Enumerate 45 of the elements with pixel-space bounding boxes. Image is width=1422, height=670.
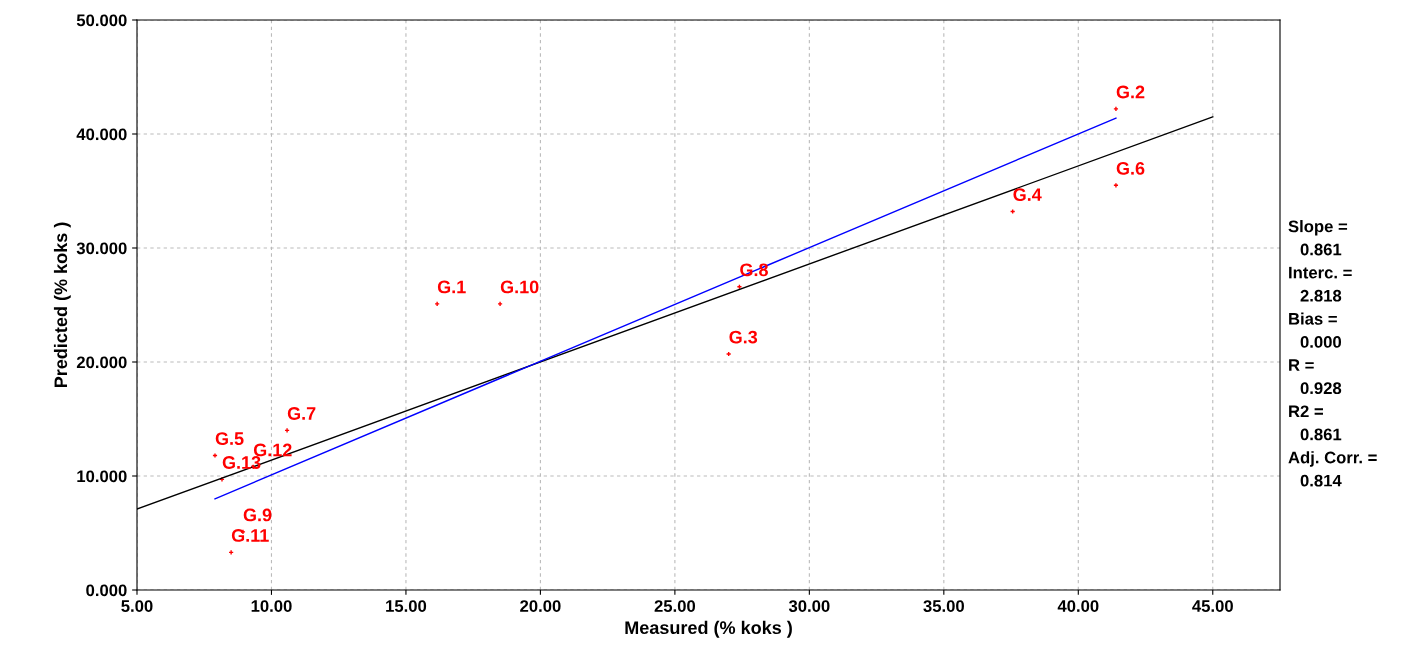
data-label: G.7 — [287, 407, 316, 420]
data-label: G.3 — [729, 330, 758, 344]
data-label: G.5 — [215, 432, 244, 445]
text: R2 = — [1289, 405, 1323, 418]
data-label: G.13 — [222, 456, 261, 469]
x-tick-label: 30.00 — [788, 600, 830, 612]
text: Bias = — [1289, 312, 1337, 325]
text: Slope = — [1288, 220, 1348, 236]
point — [212, 452, 218, 459]
data-label: G.2 — [1116, 85, 1145, 99]
y-tick-label: 0.000 — [86, 584, 127, 597]
data-label: G.4 — [1013, 188, 1042, 202]
data-label: G.1 — [437, 280, 466, 294]
data-label: G.9 — [243, 508, 272, 522]
data-label: G.11 — [231, 529, 269, 542]
data-label: G.12 — [253, 443, 292, 457]
text: 0.814 — [1300, 474, 1342, 487]
x-tick-label: 25.00 — [654, 600, 696, 612]
x-axis-title: Measured (% koks ) — [625, 620, 792, 638]
y-tick-label: 30.000 — [76, 242, 127, 255]
point — [1113, 106, 1119, 112]
text: Adj. Corr. = — [1288, 451, 1377, 467]
y-tick-label: 20.000 — [76, 356, 127, 369]
data-label: G.6 — [1116, 162, 1145, 175]
point — [434, 301, 440, 307]
x-tick-label: 20.00 — [520, 600, 561, 612]
x-tick-label: 45.00 — [1192, 600, 1233, 612]
text: 0.861 — [1300, 428, 1342, 441]
text: 2.818 — [1300, 289, 1342, 302]
y-tick-label: 10.000 — [77, 470, 127, 483]
y-tick-label: 40.000 — [76, 128, 127, 141]
text: R = — [1289, 359, 1314, 371]
y-tick-label: 50.000 — [76, 14, 127, 27]
y-axis-title: Predicted (% koks ) — [53, 222, 71, 388]
text: 0.928 — [1300, 382, 1342, 395]
x-tick-label: 35.00 — [923, 600, 964, 612]
text: 0.000 — [1300, 336, 1342, 348]
x-tick-label: 15.00 — [386, 600, 427, 612]
x-tick-label: 5.00 — [121, 600, 153, 612]
x-tick-label: 40.00 — [1057, 600, 1099, 612]
text: 0.861 — [1300, 243, 1342, 256]
data-label: G.10 — [500, 280, 539, 294]
text: Interc. = — [1289, 266, 1352, 279]
point — [497, 301, 503, 307]
x-tick-label: 10.00 — [251, 600, 292, 612]
